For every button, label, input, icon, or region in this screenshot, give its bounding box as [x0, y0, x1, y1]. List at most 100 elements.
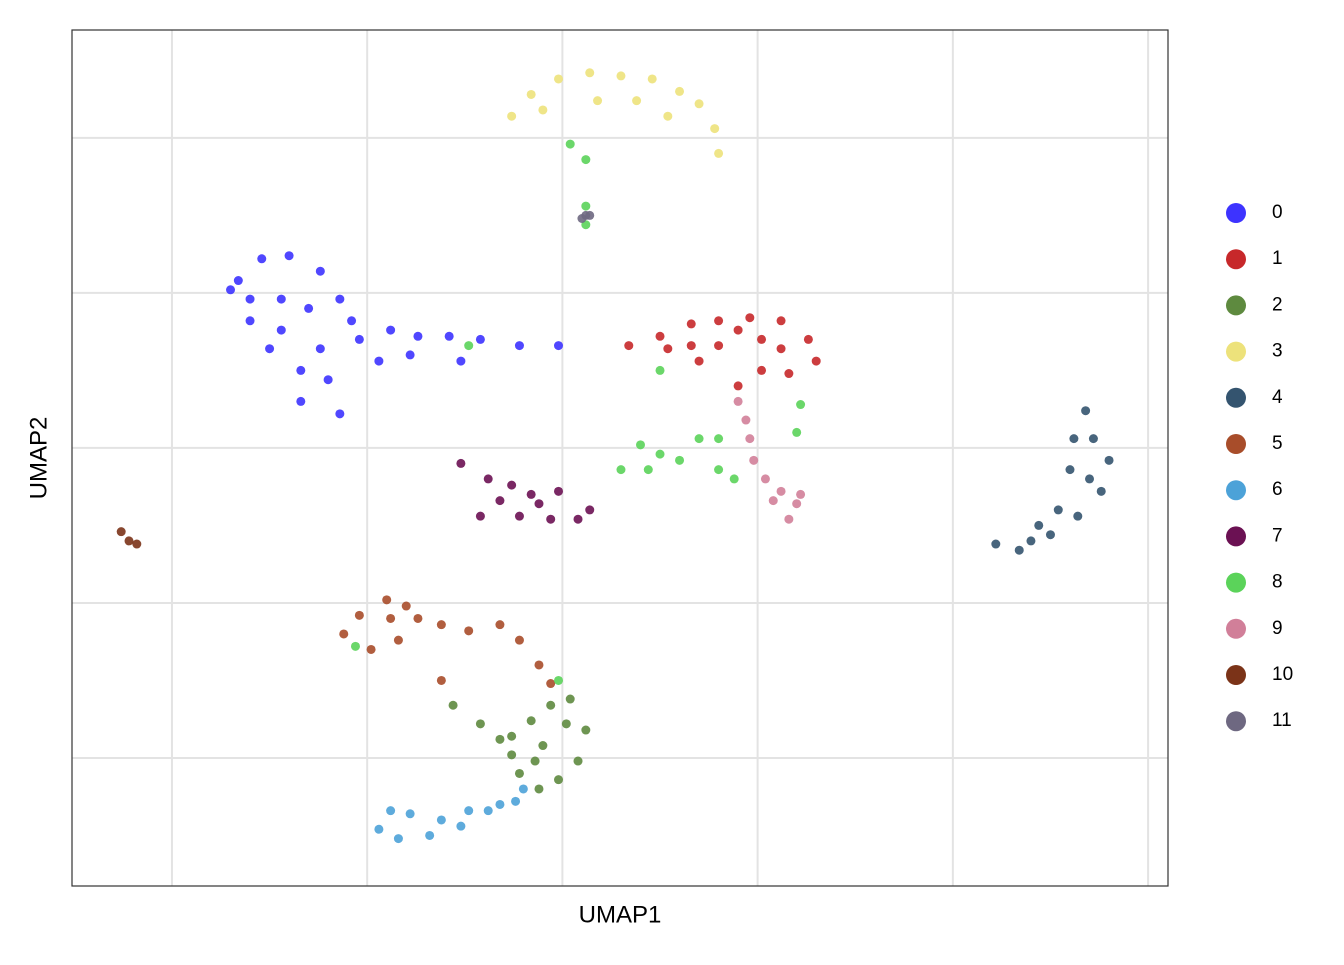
point [507, 111, 517, 121]
point [276, 294, 286, 304]
legend-swatch [1226, 572, 1246, 593]
point [1065, 465, 1075, 475]
point [585, 505, 595, 515]
point [514, 511, 524, 521]
point [354, 334, 364, 344]
point [425, 830, 435, 840]
point [784, 369, 794, 379]
point [733, 325, 743, 335]
point [1034, 520, 1044, 530]
point [386, 613, 396, 623]
point [382, 595, 392, 605]
point [1045, 530, 1055, 540]
point [1088, 434, 1098, 444]
point [226, 285, 236, 295]
point [1014, 545, 1024, 555]
legend-label: 9 [1272, 618, 1283, 639]
point [554, 486, 564, 496]
point [1085, 474, 1095, 484]
point [393, 635, 403, 645]
point [339, 629, 349, 639]
point [405, 350, 415, 360]
legend-label: 3 [1272, 341, 1283, 362]
point [335, 294, 345, 304]
point [991, 539, 1001, 549]
point [714, 434, 724, 444]
point [624, 341, 634, 351]
legend-label: 0 [1272, 202, 1283, 223]
point [257, 254, 267, 264]
point [475, 719, 485, 729]
point [284, 251, 294, 261]
point [729, 474, 739, 484]
point [350, 641, 360, 651]
point [436, 620, 446, 630]
point [514, 635, 524, 645]
point [124, 536, 134, 546]
point [675, 86, 685, 96]
point [1081, 406, 1091, 416]
point [675, 455, 685, 465]
point [776, 344, 786, 354]
point [1104, 455, 1114, 465]
legend-swatch [1226, 711, 1246, 732]
point [792, 427, 802, 437]
legend-swatch [1226, 434, 1246, 454]
legend-label: 4 [1272, 387, 1283, 408]
point [745, 434, 755, 444]
legend-label: 2 [1272, 294, 1283, 315]
point [335, 409, 345, 419]
point [686, 319, 696, 329]
grid [72, 30, 1168, 886]
point [546, 700, 556, 710]
point [714, 341, 724, 351]
point [347, 316, 357, 326]
legend-label: 6 [1272, 479, 1283, 500]
point [276, 325, 286, 335]
point [616, 465, 626, 475]
point [456, 356, 466, 366]
point [792, 499, 802, 509]
point [733, 381, 743, 391]
point [538, 741, 548, 751]
point [546, 679, 556, 689]
point [526, 716, 536, 726]
point [655, 449, 665, 459]
point [686, 341, 696, 351]
point [1073, 511, 1083, 521]
point [475, 511, 485, 521]
point [464, 626, 474, 636]
point [714, 316, 724, 326]
point [694, 434, 704, 444]
point [632, 96, 642, 106]
point [694, 356, 704, 366]
point [366, 644, 376, 654]
point [495, 620, 505, 630]
point [784, 514, 794, 524]
legend-swatch [1226, 341, 1246, 362]
point [776, 486, 786, 496]
point [315, 266, 325, 276]
legend-label: 7 [1272, 525, 1283, 546]
point [655, 365, 665, 375]
point [436, 815, 446, 825]
point [483, 806, 493, 816]
point [776, 316, 786, 326]
point [554, 74, 564, 84]
point [546, 514, 556, 524]
legend-swatch [1226, 526, 1246, 547]
point [616, 71, 626, 81]
point [413, 331, 423, 341]
point [514, 768, 524, 778]
point [796, 400, 806, 410]
legend-swatch [1226, 665, 1246, 685]
point [663, 111, 673, 121]
legend-label: 8 [1272, 572, 1283, 593]
legend-label: 5 [1272, 433, 1283, 454]
point [538, 105, 548, 115]
point [507, 480, 517, 490]
point [374, 824, 384, 834]
legend-label: 10 [1272, 664, 1293, 685]
point [573, 756, 583, 766]
